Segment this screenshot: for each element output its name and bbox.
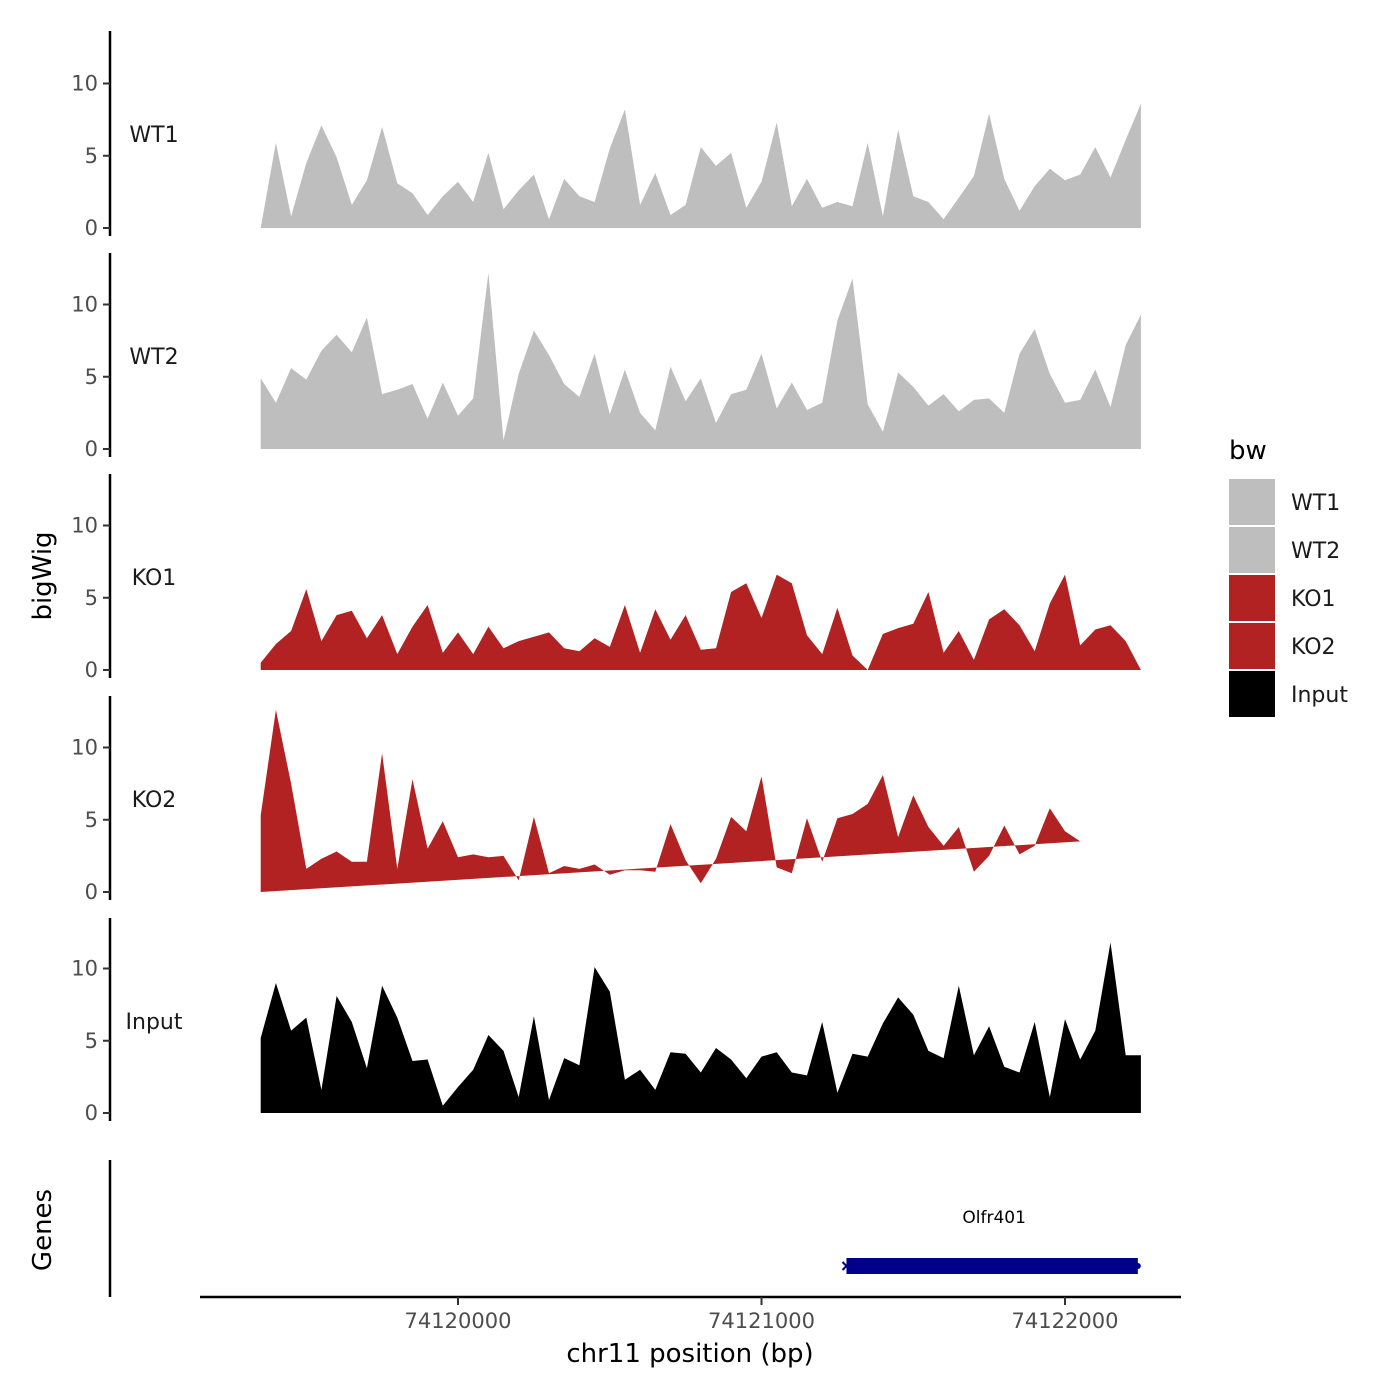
y-tick-label: 0 bbox=[85, 658, 98, 682]
legend-entry-ko1: KO1 bbox=[1229, 575, 1336, 621]
coverage-area-wt1 bbox=[260, 103, 1141, 228]
legend-label: KO1 bbox=[1291, 587, 1336, 612]
x-axis-title: chr11 position (bp) bbox=[566, 1339, 813, 1369]
track-panel-input: 0 5 10 Input bbox=[71, 918, 1141, 1125]
y-tick-label: 0 bbox=[85, 1101, 98, 1125]
track-label-ko2: KO2 bbox=[132, 788, 177, 813]
y-tick-label: 5 bbox=[85, 144, 98, 168]
y-tick-label: 5 bbox=[85, 365, 98, 389]
genes-track-title: Genes bbox=[28, 1189, 58, 1271]
track-label-ko1: KO1 bbox=[132, 566, 177, 591]
y-tick-label: 10 bbox=[71, 293, 98, 317]
y-tick-label: 0 bbox=[85, 216, 98, 240]
gene-label: Olfr401 bbox=[962, 1208, 1026, 1228]
y-tick-label: 5 bbox=[85, 586, 98, 610]
track-panel-wt2: 0 5 10 WT2 bbox=[71, 253, 1141, 461]
legend-label: WT1 bbox=[1291, 491, 1340, 516]
legend-swatch bbox=[1229, 671, 1275, 717]
x-tick-label: 74121000 bbox=[708, 1309, 815, 1333]
coverage-area-ko2 bbox=[260, 709, 1081, 892]
gene-body bbox=[846, 1258, 1138, 1274]
y-tick-label: 10 bbox=[71, 514, 98, 538]
track-panel-ko1: 0 5 10 KO1 bbox=[71, 474, 1141, 682]
legend-entry-wt1: WT1 bbox=[1229, 479, 1340, 525]
gene-strand-marker bbox=[841, 1261, 852, 1271]
y-axis-title: bigWig bbox=[28, 531, 58, 620]
genes-track: Olfr401 bbox=[108, 1160, 1141, 1297]
coverage-area-ko1 bbox=[260, 574, 1141, 670]
coverage-area-input bbox=[260, 942, 1141, 1113]
x-axis: 74120000 74121000 74122000 bbox=[200, 1295, 1181, 1333]
track-label-input: Input bbox=[126, 1010, 183, 1035]
gene-olfr401: Olfr401 bbox=[841, 1208, 1141, 1274]
coverage-area-wt2 bbox=[260, 272, 1141, 449]
y-tick-label: 0 bbox=[85, 880, 98, 904]
legend-entry-input: Input bbox=[1229, 671, 1348, 717]
y-tick-label: 10 bbox=[71, 72, 98, 96]
legend-swatch bbox=[1229, 527, 1275, 573]
track-panel-ko2: 0 5 10 KO2 bbox=[71, 696, 1081, 904]
y-tick-label: 0 bbox=[85, 437, 98, 461]
legend-swatch bbox=[1229, 623, 1275, 669]
y-tick-label: 5 bbox=[85, 808, 98, 832]
legend-label: Input bbox=[1291, 683, 1348, 708]
y-tick-label: 10 bbox=[71, 957, 98, 981]
legend-entry-ko2: KO2 bbox=[1229, 623, 1336, 669]
coverage-tracks: 0 5 10 WT1 0 5 10 WT2 0 5 10 KO1 0 5 10 KO2 0 5 10 Input bbox=[71, 31, 1141, 1125]
legend-label: WT2 bbox=[1291, 539, 1340, 564]
legend-swatch bbox=[1229, 479, 1275, 525]
y-tick-label: 10 bbox=[71, 736, 98, 760]
track-label-wt2: WT2 bbox=[129, 345, 178, 370]
legend-label: KO2 bbox=[1291, 635, 1336, 660]
x-tick-label: 74122000 bbox=[1012, 1309, 1119, 1333]
y-tick-label: 5 bbox=[85, 1029, 98, 1053]
legend-entry-wt2: WT2 bbox=[1229, 527, 1340, 573]
legend-title: bw bbox=[1229, 436, 1267, 466]
gene-end-marker bbox=[1134, 1263, 1141, 1269]
track-panel-wt1: 0 5 10 WT1 bbox=[71, 31, 1141, 240]
legend: bw WT1 WT2 KO1 KO2 Input bbox=[1229, 436, 1348, 717]
x-tick-label: 74120000 bbox=[405, 1309, 512, 1333]
track-label-wt1: WT1 bbox=[129, 123, 178, 148]
legend-swatch bbox=[1229, 575, 1275, 621]
